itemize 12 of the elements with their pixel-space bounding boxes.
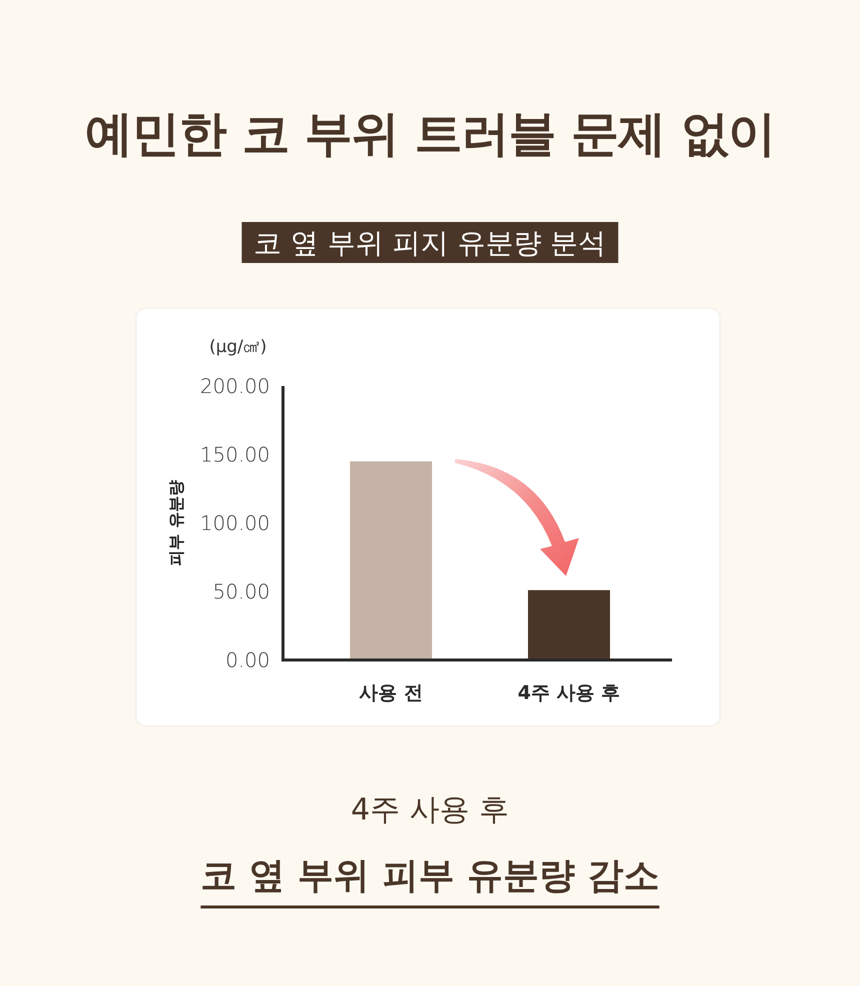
text: 코 옆 부위 피부 유분량 감소	[200, 856, 660, 896]
text: (µg/㎠)	[209, 337, 267, 357]
y-tick-label: 100.00	[200, 511, 270, 535]
y-tick-label: 50.00	[212, 580, 270, 604]
chart-title: 예민한 코 부위 트러블 문제 없이	[85, 106, 775, 162]
x-tick-label: 사용 전	[359, 682, 423, 704]
y-axis-title: 피부 유분량	[166, 480, 186, 566]
text: 4주 사용 후	[350, 792, 510, 828]
y-tick-label: 200.00	[200, 374, 270, 398]
y-tick-label: 150.00	[200, 442, 270, 466]
y-tick-label: 0.00	[225, 648, 270, 672]
chart-subtitle: 코 옆 부위 피지 유분량 분석	[254, 226, 606, 260]
